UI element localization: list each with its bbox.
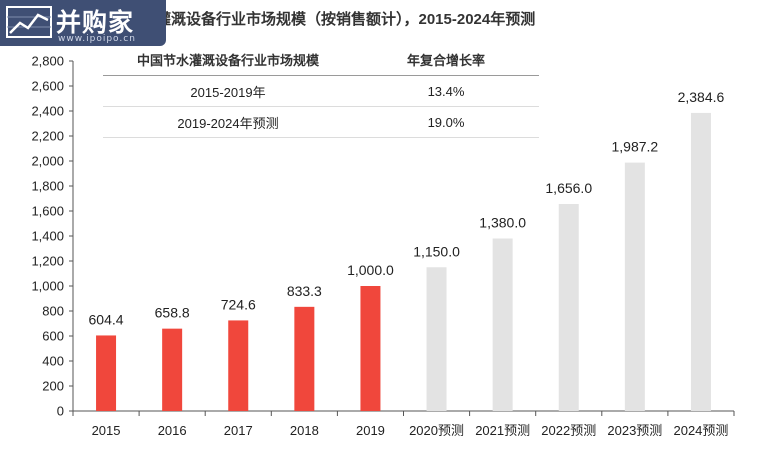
cagr-header-market: 中国节水灌溉设备行业市场规模 — [136, 52, 319, 68]
cagr-period: 2019-2024年预测 — [177, 115, 279, 131]
y-tick-label: 800 — [42, 304, 64, 319]
x-tick-label: 2017 — [224, 423, 253, 438]
x-tick-label: 2018 — [290, 423, 319, 438]
bar — [228, 320, 249, 411]
bar-value-label: 604.4 — [89, 311, 124, 327]
bar-value-label: 658.8 — [155, 305, 190, 321]
y-tick-label: 1,800 — [31, 179, 64, 194]
y-tick-label: 200 — [42, 379, 64, 394]
x-tick-label: 2016 — [158, 423, 187, 438]
bar-value-label: 724.6 — [221, 296, 256, 312]
x-tick-label: 2024预测 — [673, 423, 728, 438]
bar-value-label: 1,656.0 — [545, 180, 592, 196]
bar-value-label: 1,150.0 — [413, 243, 460, 259]
bar — [558, 204, 579, 411]
bar — [624, 162, 645, 411]
y-tick-label: 2,600 — [31, 79, 64, 94]
bar-value-label: 2,384.6 — [678, 89, 725, 105]
bar-value-label: 1,987.2 — [611, 139, 658, 155]
y-tick-label: 400 — [42, 354, 64, 369]
chart-logo-icon — [6, 6, 52, 38]
y-tick-label: 1,600 — [31, 204, 64, 219]
cagr-table: 中国节水灌溉设备行业市场规模 年复合增长率 2015-2019年 13.4% 2… — [103, 43, 539, 138]
x-tick-label: 2023预测 — [607, 423, 662, 438]
logo-text: 并购家 — [56, 8, 135, 37]
bar — [690, 112, 711, 412]
bar — [360, 286, 381, 411]
y-tick-label: 600 — [42, 329, 64, 344]
logo-url: www.ipoipo.cn — [58, 34, 136, 44]
cagr-table-header: 中国节水灌溉设备行业市场规模 年复合增长率 — [103, 43, 539, 76]
x-tick-label: 2019 — [356, 423, 385, 438]
cagr-row: 2019-2024年预测 19.0% — [103, 107, 539, 138]
bar — [492, 238, 513, 411]
cagr-rate: 13.4% — [427, 83, 465, 99]
y-tick-label: 1,200 — [31, 254, 64, 269]
bar — [96, 335, 117, 411]
y-tick-label: 2,200 — [31, 129, 64, 144]
y-tick-label: 2,800 — [31, 54, 64, 69]
bar — [426, 267, 447, 411]
chart-title: 中国节水灌溉设备行业市场规模（按销售额计），2015-2024年预测 — [96, 11, 536, 28]
bar-value-label: 1,000.0 — [347, 262, 394, 278]
bar-value-label: 1,380.0 — [479, 215, 526, 231]
x-tick-label: 2015 — [92, 423, 121, 438]
y-tick-label: 2,400 — [31, 104, 64, 119]
cagr-period: 2015-2019年 — [190, 84, 266, 100]
y-tick-label: 1,000 — [31, 279, 64, 294]
y-tick-label: 2,000 — [31, 154, 64, 169]
bar — [294, 306, 315, 411]
cagr-header-rate: 年复合增长率 — [406, 52, 485, 68]
x-tick-label: 2021预测 — [475, 423, 530, 438]
site-logo: 并购家 www.ipoipo.cn — [0, 0, 166, 46]
cagr-row: 2015-2019年 13.4% — [103, 76, 539, 107]
bar-value-label: 833.3 — [287, 283, 322, 299]
x-tick-label: 2020预测 — [409, 423, 464, 438]
y-tick-label: 0 — [57, 404, 64, 419]
bar — [162, 328, 183, 411]
x-tick-label: 2022预测 — [541, 423, 596, 438]
cagr-rate: 19.0% — [427, 114, 465, 130]
y-tick-label: 1,400 — [31, 229, 64, 244]
